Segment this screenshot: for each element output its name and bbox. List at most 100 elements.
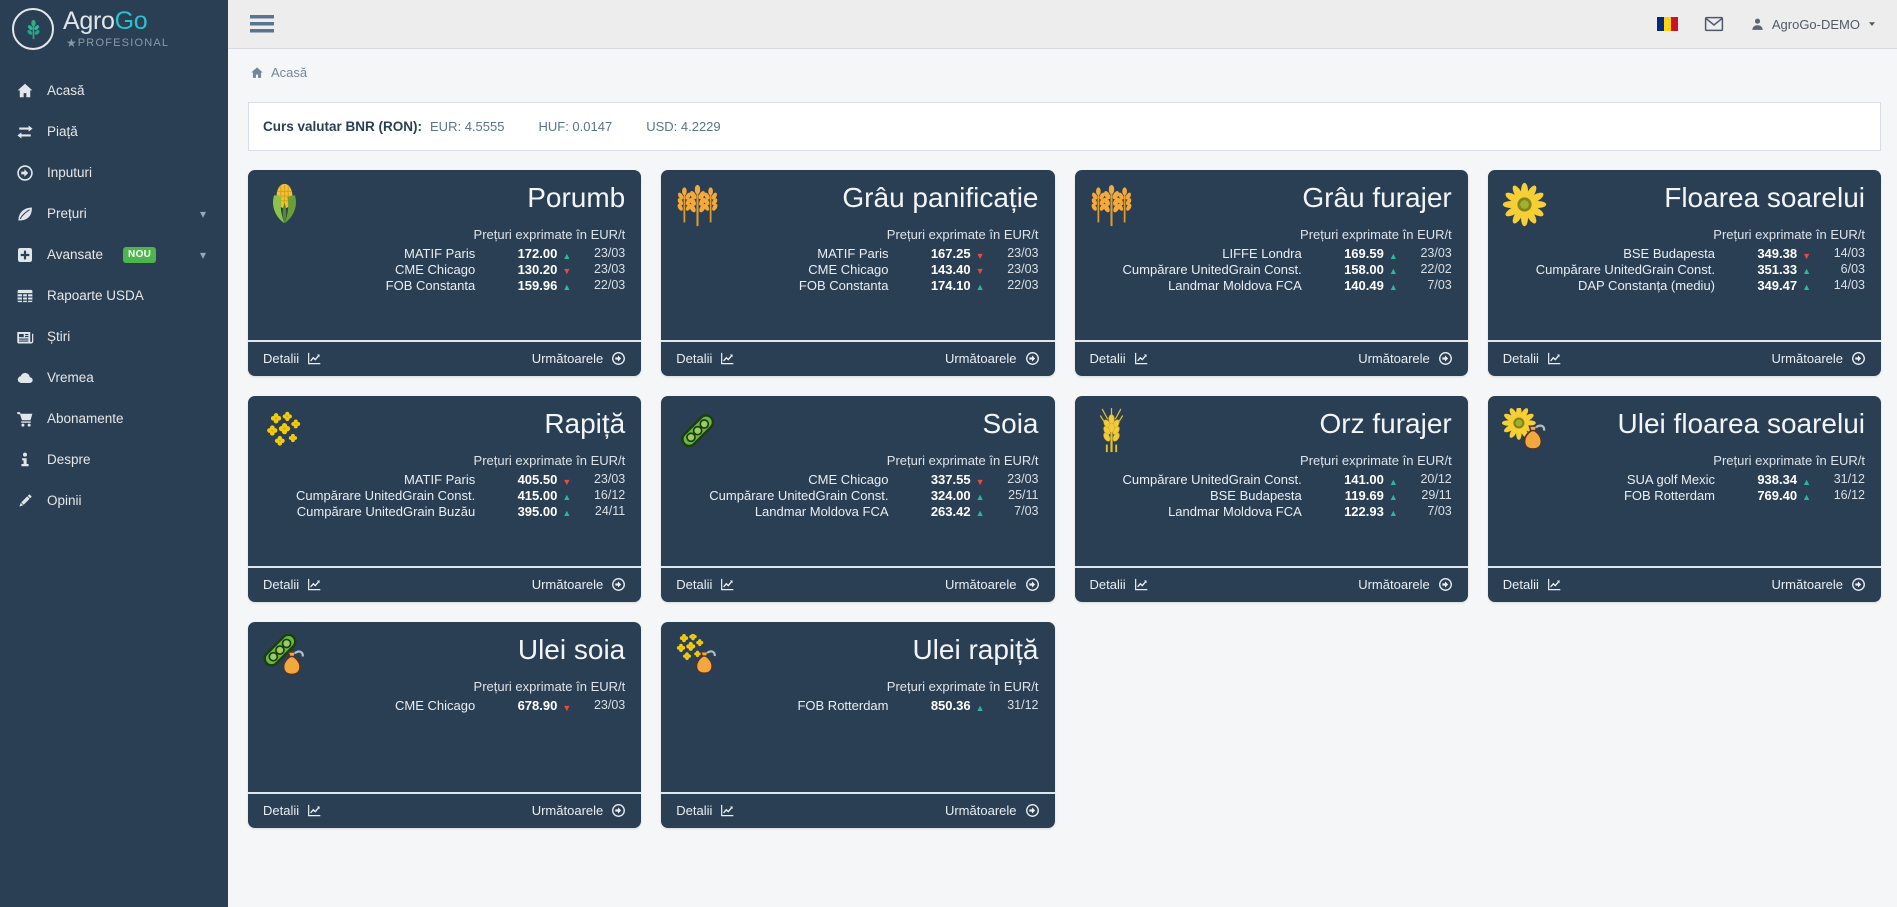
trend-icon	[1802, 263, 1811, 276]
price-date: 20/12	[1420, 472, 1452, 487]
sidebar-item-icon	[16, 164, 34, 182]
price-row: BSE Budapesta 119.69 29/11	[1091, 488, 1452, 504]
price-row: DAP Constanța (mediu) 349.47 14/03	[1504, 278, 1865, 294]
next-link[interactable]: Următoarele	[532, 803, 627, 818]
card-footer: Detalii Următoarele	[1074, 340, 1468, 376]
next-link[interactable]: Următoarele	[1771, 577, 1866, 592]
sidebar-item[interactable]: Prețuri	[0, 193, 228, 234]
details-link[interactable]: Detalii	[263, 803, 322, 818]
card-title: Rapiță	[544, 408, 626, 439]
trend-icon	[1389, 279, 1398, 292]
brand-logo[interactable]: AgroGo ★ PROFESIONAL	[0, 0, 228, 56]
arrow-circle-right-icon	[611, 803, 626, 818]
price-value: 349.47	[1723, 278, 1811, 294]
card-footer: Detalii Următoarele	[661, 566, 1055, 602]
price-rows: CME Chicago 678.90 23/03	[264, 698, 625, 714]
next-link[interactable]: Următoarele	[1358, 351, 1453, 366]
sidebar-item[interactable]: Știri	[0, 316, 228, 357]
chart-line-icon	[1547, 351, 1562, 366]
trend-icon	[976, 700, 985, 713]
card-title: Grâu furajer	[1302, 182, 1452, 213]
brand-tagline: ★ PROFESIONAL	[66, 35, 170, 50]
sidebar-item-label: Avansate	[47, 247, 104, 262]
details-link[interactable]: Detalii	[1090, 577, 1149, 592]
next-link[interactable]: Următoarele	[945, 351, 1040, 366]
price-rows: MATIF Paris 405.50 23/03 Cumpărare Unite…	[264, 472, 625, 519]
chart-line-icon	[720, 351, 735, 366]
user-menu[interactable]: AgroGo-DEMO	[1750, 17, 1877, 32]
sidebar-item[interactable]: Inputuri	[0, 152, 228, 193]
next-link[interactable]: Următoarele	[945, 577, 1040, 592]
sidebar: AgroGo ★ PROFESIONAL Acasă Piață	[0, 0, 228, 907]
price-row: Landmar Moldova FCA 122.93 7/03	[1091, 504, 1452, 520]
card-body: Grâu furajer Prețuri exprimate în EUR/t …	[1075, 170, 1468, 340]
details-link[interactable]: Detalii	[1090, 351, 1149, 366]
details-link[interactable]: Detalii	[1503, 577, 1562, 592]
crop-icon	[675, 408, 720, 453]
currency-rate: EUR4.5555	[430, 119, 504, 134]
commodity-card: Grâu panificație Prețuri exprimate în EU…	[661, 170, 1055, 376]
details-link[interactable]: Detalii	[263, 351, 322, 366]
card-subtitle: Prețuri exprimate în EUR/t	[886, 227, 1039, 243]
market-name: CME Chicago	[395, 698, 476, 714]
menu-toggle-button[interactable]	[250, 15, 276, 33]
topbar-right: AgroGo-DEMO	[1656, 14, 1877, 34]
details-link[interactable]: Detalii	[676, 351, 735, 366]
details-link[interactable]: Detalii	[676, 803, 735, 818]
card-footer: Detalii Următoarele	[248, 566, 642, 602]
sidebar-item[interactable]: Vremea	[0, 357, 228, 398]
crop-icon	[1089, 408, 1134, 453]
card-subtitle: Prețuri exprimate în EUR/t	[1300, 227, 1452, 243]
price-row: FOB Constanta 159.96 22/03	[264, 278, 626, 294]
next-link[interactable]: Următoarele	[945, 803, 1040, 818]
card-subtitle: Prețuri exprimate în EUR/t	[1300, 453, 1452, 469]
sidebar-item[interactable]: Opinii	[0, 480, 228, 521]
price-date: 7/03	[1427, 503, 1452, 518]
price-date: 16/12	[593, 487, 626, 502]
sidebar-item[interactable]: Avansate NOU	[0, 234, 228, 275]
sidebar-nav: Acasă Piață Inputuri	[0, 70, 228, 521]
card-title: Floarea soarelui	[1664, 182, 1865, 213]
currency-rate: HUF0.0147	[538, 119, 612, 134]
market-name: BSE Budapesta	[1209, 487, 1302, 503]
details-link[interactable]: Detalii	[1503, 351, 1562, 366]
details-link[interactable]: Detalii	[263, 577, 322, 592]
details-link[interactable]: Detalii	[676, 577, 735, 592]
sidebar-item[interactable]: Piață	[0, 111, 228, 152]
sidebar-item[interactable]: Rapoarte USDA	[0, 275, 228, 316]
romania-flag-icon[interactable]	[1656, 17, 1678, 31]
market-name: LIFFE Londra	[1222, 246, 1302, 262]
currency-rates: EUR4.5555 HUF0.0147 USD4.2229	[430, 119, 721, 134]
trend-icon	[1389, 263, 1398, 276]
sidebar-item[interactable]: Abonamente	[0, 398, 228, 439]
trend-icon	[976, 489, 985, 502]
trend-icon	[562, 263, 571, 276]
mail-icon[interactable]	[1704, 14, 1724, 34]
sidebar-item-label: Inputuri	[47, 165, 93, 180]
market-name: Cumpărare UnitedGrain Const.	[709, 487, 889, 503]
commodity-card: Ulei rapiță Prețuri exprimate în EUR/t F…	[661, 622, 1055, 828]
next-link[interactable]: Următoarele	[1358, 577, 1453, 592]
breadcrumb-home-link[interactable]: Acasă	[271, 65, 308, 80]
card-subtitle: Prețuri exprimate în EUR/t	[1713, 227, 1865, 243]
crop-icon	[1502, 408, 1547, 453]
market-name: Landmar Moldova FCA	[754, 503, 889, 519]
sidebar-item-icon	[16, 451, 34, 469]
next-link[interactable]: Următoarele	[532, 351, 627, 366]
sidebar-item[interactable]: Despre	[0, 439, 228, 480]
next-link[interactable]: Următoarele	[532, 577, 627, 592]
trend-icon	[976, 279, 985, 292]
price-rows: FOB Rotterdam 850.36 31/12	[677, 698, 1038, 714]
price-date: 16/12	[1833, 487, 1865, 502]
trend-icon	[562, 700, 571, 713]
card-footer: Detalii Următoarele	[1487, 566, 1881, 602]
sidebar-item-label: Prețuri	[47, 206, 87, 221]
next-link[interactable]: Următoarele	[1771, 351, 1866, 366]
sidebar-item[interactable]: Acasă	[0, 70, 228, 111]
brand-text: AgroGo ★ PROFESIONAL	[63, 8, 169, 49]
main-column: AgroGo-DEMO Acasă Curs valutar BNR (RON)…	[228, 0, 1897, 907]
card-footer: Detalii Următoarele	[661, 792, 1055, 828]
card-title: Grâu panificație	[842, 182, 1039, 213]
card-title: Ulei rapiță	[912, 634, 1039, 665]
